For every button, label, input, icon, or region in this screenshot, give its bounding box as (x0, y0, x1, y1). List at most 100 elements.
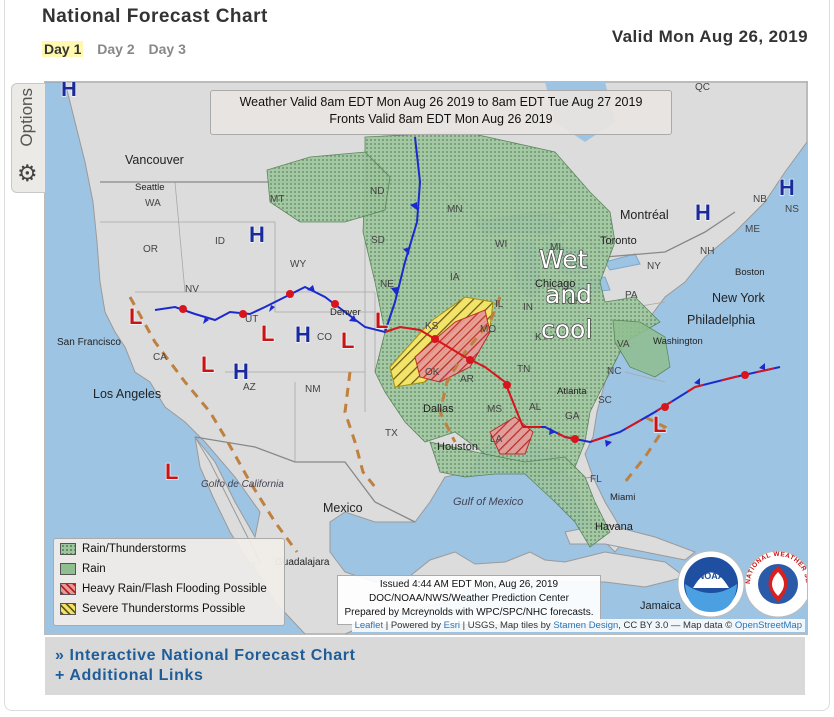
svg-text:ND: ND (370, 186, 384, 197)
svg-text:UT: UT (245, 314, 258, 325)
svg-text:IN: IN (523, 302, 533, 313)
svg-text:GA: GA (565, 411, 580, 422)
svg-text:MN: MN (447, 204, 463, 215)
svg-text:Denver: Denver (330, 307, 361, 318)
svg-text:MO: MO (480, 324, 496, 335)
stamen-link[interactable]: Stamen Design (553, 620, 619, 631)
svg-text:IA: IA (450, 272, 460, 283)
warm-front (384, 325, 524, 428)
noaa-logo: NOAA (677, 550, 745, 618)
svg-text:New York: New York (712, 291, 766, 305)
additional-links-link[interactable]: + Additional Links (55, 667, 204, 684)
svg-text:IL: IL (495, 299, 504, 310)
svg-text:SC: SC (598, 395, 612, 406)
interactive-chart-link[interactable]: » Interactive National Forecast Chart (55, 647, 356, 664)
legend-swatch-severe (60, 603, 76, 615)
high-pressure-3: H (233, 359, 249, 384)
high-pressure-6: H (61, 82, 77, 101)
header-line-weather: Weather Valid 8am EDT Mon Aug 26 2019 to… (239, 95, 643, 109)
rain-thunderstorms-gulf (429, 441, 611, 548)
tab-day-2[interactable]: Day 2 (97, 41, 135, 57)
svg-text:WA: WA (145, 198, 161, 209)
svg-text:WI: WI (495, 239, 507, 250)
svg-text:MI: MI (550, 242, 561, 253)
svg-text:TX: TX (385, 428, 398, 439)
svg-text:cool: cool (541, 315, 592, 344)
svg-text:NE: NE (380, 279, 394, 290)
svg-text:Houston: Houston (437, 441, 478, 453)
high-pressure-4: H (695, 200, 711, 225)
high-pressure-5: H (779, 175, 795, 200)
svg-text:Miami: Miami (610, 492, 635, 503)
svg-text:Wet: Wet (539, 245, 588, 274)
legend-item-heavy-rain: Heavy Rain/Flash Flooding Possible (54, 580, 284, 599)
map-canvas[interactable]: H H H H H H L L L L L L L Vancouver Seat… (45, 82, 807, 634)
low-pressure-7: L (653, 412, 666, 437)
day-tabs: Day 1 Day 2 Day 3 (42, 41, 196, 57)
svg-text:San Francisco: San Francisco (57, 337, 121, 348)
svg-text:NM: NM (305, 384, 321, 395)
svg-text:Havana: Havana (595, 521, 634, 533)
leaflet-link[interactable]: Leaflet (354, 620, 384, 631)
svg-text:Golfo de California: Golfo de California (201, 479, 284, 490)
svg-text:KY: KY (535, 332, 549, 343)
low-pressure-3: L (261, 321, 274, 346)
high-pressure-1: H (249, 222, 265, 247)
forecast-valid-header: Weather Valid 8am EDT Mon Aug 26 2019 to… (210, 90, 672, 135)
map-legend: Rain/Thunderstorms Rain Heavy Rain/Flash… (53, 538, 285, 626)
osm-link[interactable]: OpenStreetMap (734, 620, 802, 631)
svg-text:AZ: AZ (243, 382, 256, 393)
svg-text:NY: NY (647, 261, 661, 272)
svg-text:OR: OR (143, 244, 158, 255)
svg-text:Washington: Washington (653, 336, 703, 347)
svg-text:Chicago: Chicago (535, 278, 575, 290)
svg-text:NOAA: NOAA (698, 571, 725, 581)
svg-text:Mexico: Mexico (323, 501, 363, 515)
issued-info: Issued 4:44 AM EDT Mon, Aug 26, 2019 DOC… (337, 575, 601, 625)
svg-text:AL: AL (529, 402, 542, 413)
us-mexico-border (194, 436, 416, 523)
svg-text:PA: PA (625, 290, 638, 301)
low-pressure-2: L (201, 352, 214, 377)
options-label: Options (17, 88, 36, 147)
rain-virginia (612, 319, 671, 378)
svg-text:QC: QC (695, 82, 710, 93)
svg-text:and: and (545, 280, 592, 309)
legend-swatch-rain-thunderstorms (60, 543, 76, 555)
tab-day-1[interactable]: Day 1 (42, 41, 84, 57)
svg-text:OH: OH (567, 296, 582, 307)
tab-day-3[interactable]: Day 3 (148, 41, 186, 57)
svg-text:KS: KS (425, 321, 439, 332)
low-pressure-5: L (375, 308, 388, 333)
legend-item-rain: Rain (54, 560, 284, 579)
legend-swatch-rain (60, 563, 76, 575)
svg-text:AR: AR (460, 374, 474, 385)
svg-text:NS: NS (785, 204, 799, 215)
svg-text:VA: VA (617, 339, 630, 350)
svg-text:SD: SD (371, 235, 385, 246)
svg-text:MT: MT (270, 194, 284, 205)
svg-text:Seattle: Seattle (135, 182, 165, 193)
esri-link[interactable]: Esri (443, 620, 461, 631)
svg-text:Gulf of Mexico: Gulf of Mexico (453, 496, 523, 508)
legend-item-severe-thunderstorms: Severe Thunderstorms Possible (54, 600, 284, 619)
state-labels: WA OR CA ID MT WY NV UT AZ CO NM ND SD N… (143, 82, 799, 485)
svg-text:OK: OK (425, 367, 440, 378)
links-panel: » Interactive National Forecast Chart + … (45, 637, 805, 695)
options-tab[interactable]: Options ⚙ (11, 83, 45, 193)
svg-text:LA: LA (490, 434, 503, 445)
map-attribution: Leaflet | Powered by Esri | USGS, Map ti… (351, 619, 805, 632)
rain-thunderstorms-montana (266, 151, 391, 223)
svg-text:ME: ME (745, 224, 760, 235)
wet-and-cool-annotation: Wet and cool (538, 244, 593, 344)
svg-text:FL: FL (590, 474, 602, 485)
svg-text:NB: NB (753, 194, 767, 205)
legend-swatch-heavy-rain (60, 583, 76, 595)
svg-text:NH: NH (700, 246, 714, 257)
gear-icon[interactable]: ⚙ (17, 160, 38, 186)
forecast-map[interactable]: H H H H H H L L L L L L L Vancouver Seat… (44, 81, 808, 635)
svg-text:Dallas: Dallas (423, 403, 454, 415)
svg-text:Boston: Boston (735, 267, 765, 278)
low-pressure-4: L (341, 328, 354, 353)
header-line-fronts: Fronts Valid 8am EDT Mon Aug 26 2019 (329, 112, 553, 126)
